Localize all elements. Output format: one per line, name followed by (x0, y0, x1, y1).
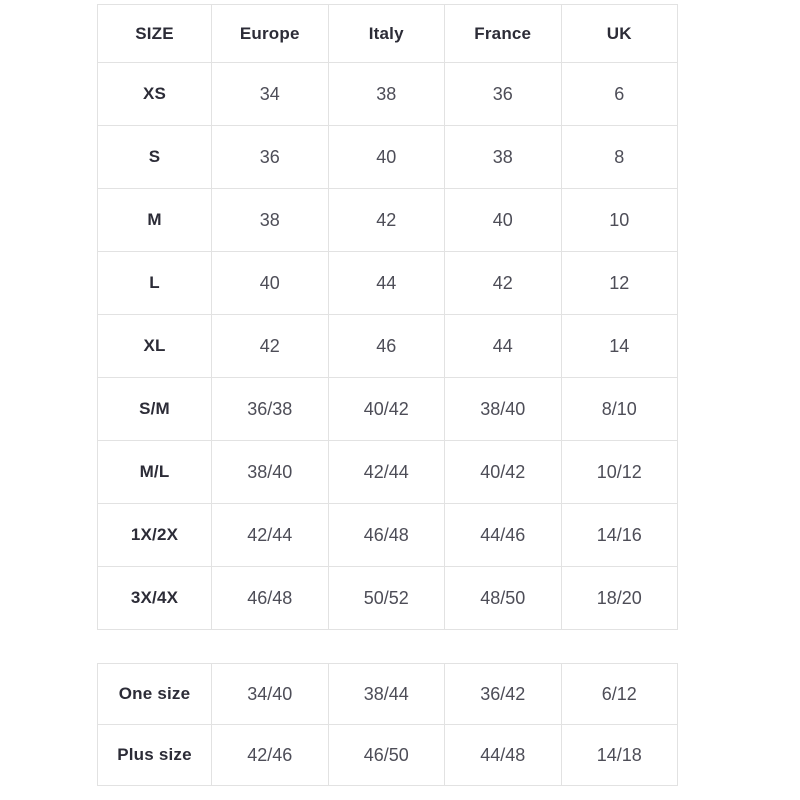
row-label: S/M (97, 377, 212, 441)
table-row: M/L 38/40 42/44 40/42 10/12 (97, 440, 678, 504)
value-cell: 48/50 (444, 566, 562, 630)
table-row: XL 42 46 44 14 (97, 314, 678, 378)
value-cell: 42/44 (211, 503, 329, 567)
table-row: 1X/2X 42/44 46/48 44/46 14/16 (97, 503, 678, 567)
row-label: XS (97, 62, 212, 126)
table-body: One size 34/40 38/44 36/42 6/12 Plus size 42/4… (97, 663, 678, 786)
size-conversion-table: SIZE Europe Italy France UK XS 34 38 36 6 S 36 40 38… (97, 4, 678, 630)
table-header: SIZE Europe Italy France UK (97, 4, 678, 63)
table-row: Plus size 42/46 46/50 44/48 14/18 (97, 724, 678, 786)
value-cell: 8 (560, 125, 678, 189)
value-cell: 44 (444, 314, 562, 378)
table-body: XS 34 38 36 6 S 36 40 38 8 M 38 42 40 10 L 40 44 42 12 XL 42 4… (97, 62, 678, 630)
value-cell: 40 (444, 188, 562, 252)
value-cell: 36 (211, 125, 329, 189)
column-header: UK (560, 4, 678, 63)
column-header: SIZE (97, 4, 212, 63)
table-row: M 38 42 40 10 (97, 188, 678, 252)
value-cell: 12 (560, 251, 678, 315)
value-cell: 34 (211, 62, 329, 126)
value-cell: 14/18 (560, 724, 678, 786)
row-label: L (97, 251, 212, 315)
row-label: Plus size (97, 724, 212, 786)
value-cell: 44/46 (444, 503, 562, 567)
table-row: One size 34/40 38/44 36/42 6/12 (97, 663, 678, 725)
value-cell: 40 (327, 125, 445, 189)
value-cell: 38/44 (327, 663, 445, 725)
value-cell: 40/42 (327, 377, 445, 441)
value-cell: 42 (444, 251, 562, 315)
value-cell: 42/44 (327, 440, 445, 504)
value-cell: 36/42 (444, 663, 562, 725)
row-label: 3X/4X (97, 566, 212, 630)
row-label: One size (97, 663, 212, 725)
header-row: SIZE Europe Italy France UK (97, 4, 678, 63)
value-cell: 36 (444, 62, 562, 126)
row-label: M/L (97, 440, 212, 504)
value-cell: 46/48 (211, 566, 329, 630)
value-cell: 6/12 (560, 663, 678, 725)
value-cell: 44/48 (444, 724, 562, 786)
table-row: 3X/4X 46/48 50/52 48/50 18/20 (97, 566, 678, 630)
value-cell: 46/50 (327, 724, 445, 786)
value-cell: 42/46 (211, 724, 329, 786)
value-cell: 50/52 (327, 566, 445, 630)
special-sizes-table: One size 34/40 38/44 36/42 6/12 Plus size 42/4… (97, 663, 678, 786)
value-cell: 34/40 (211, 663, 329, 725)
value-cell: 10/12 (560, 440, 678, 504)
row-label: M (97, 188, 212, 252)
value-cell: 10 (560, 188, 678, 252)
table-row: L 40 44 42 12 (97, 251, 678, 315)
value-cell: 38 (211, 188, 329, 252)
column-header: France (444, 4, 562, 63)
value-cell: 46 (327, 314, 445, 378)
value-cell: 14 (560, 314, 678, 378)
table-row: S/M 36/38 40/42 38/40 8/10 (97, 377, 678, 441)
value-cell: 6 (560, 62, 678, 126)
value-cell: 42 (211, 314, 329, 378)
column-header: Europe (211, 4, 329, 63)
value-cell: 38/40 (211, 440, 329, 504)
value-cell: 36/38 (211, 377, 329, 441)
value-cell: 44 (327, 251, 445, 315)
row-label: 1X/2X (97, 503, 212, 567)
value-cell: 42 (327, 188, 445, 252)
size-chart: SIZE Europe Italy France UK XS 34 38 36 6 S 36 40 38… (97, 4, 678, 786)
table-row: S 36 40 38 8 (97, 125, 678, 189)
value-cell: 40 (211, 251, 329, 315)
value-cell: 38 (444, 125, 562, 189)
value-cell: 38 (327, 62, 445, 126)
row-label: XL (97, 314, 212, 378)
row-label: S (97, 125, 212, 189)
value-cell: 40/42 (444, 440, 562, 504)
column-header: Italy (327, 4, 445, 63)
value-cell: 14/16 (560, 503, 678, 567)
value-cell: 38/40 (444, 377, 562, 441)
table-row: XS 34 38 36 6 (97, 62, 678, 126)
value-cell: 46/48 (327, 503, 445, 567)
value-cell: 18/20 (560, 566, 678, 630)
value-cell: 8/10 (560, 377, 678, 441)
